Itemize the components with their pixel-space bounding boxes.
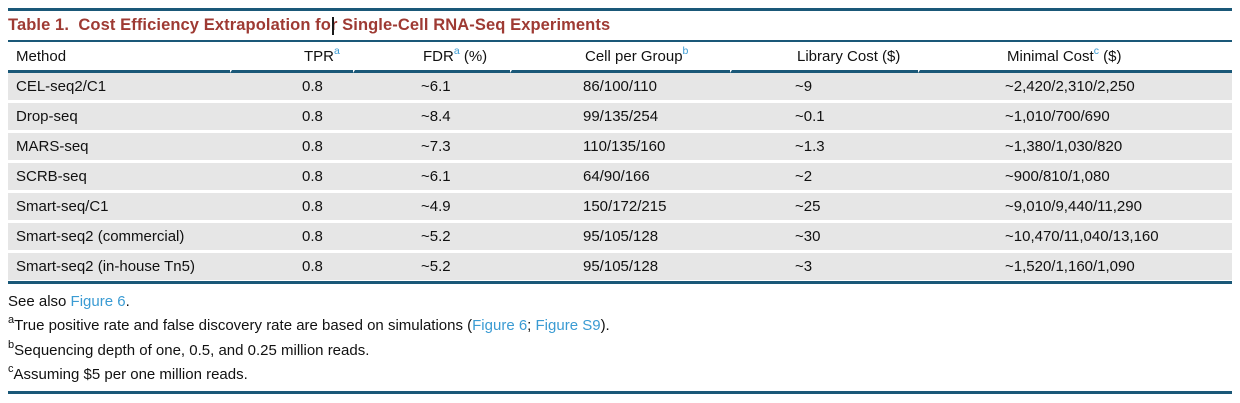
table-row: Smart-seq/C1 0.8 ~4.9 150/172/215 ~25 ~9…: [8, 193, 1232, 223]
table-title: Table 1. Cost Efficiency Extrapolation f…: [8, 16, 611, 34]
footnote-marker-b: b: [682, 44, 689, 57]
footnote-text: See also: [8, 293, 71, 310]
library-cost-cell: ~30: [730, 223, 918, 253]
column-header-label: Method: [16, 47, 67, 65]
minimal-cost-cell: ~900/810/1,080: [918, 163, 1232, 193]
table-row: Smart-seq2 (commercial) 0.8 ~5.2 95/105/…: [8, 223, 1232, 253]
footnote-c: cAssuming $5 per one million reads.: [8, 363, 1232, 387]
method-cell: Drop-seq: [8, 103, 230, 133]
footnote-a: aTrue positive rate and false discovery …: [8, 314, 1232, 338]
tpr-cell: 0.8: [230, 253, 353, 281]
cell-per-group-cell: 110/135/160: [510, 133, 730, 163]
table-title-row: Table 1. Cost Efficiency Extrapolation f…: [8, 11, 1232, 40]
column-header-minimal-cost: Minimal Costc ($): [918, 42, 1232, 73]
minimal-cost-cell: ~10,470/11,040/13,160: [918, 223, 1232, 253]
footnote-text: .: [125, 293, 130, 310]
footnote-marker-a: a: [8, 314, 15, 327]
text-cursor: [332, 17, 334, 35]
library-cost-cell: ~9: [730, 73, 918, 103]
column-header-cell-per-group: Cell per Groupb: [510, 42, 730, 73]
footnote-text: ).: [600, 317, 610, 335]
cost-efficiency-table: Method TPRa FDRa (%) Cell per Groupb Lib…: [8, 42, 1232, 281]
cell-per-group-cell: 95/105/128: [510, 223, 730, 253]
table-bottom-rule: [8, 281, 1232, 284]
cell-per-group-cell: 150/172/215: [510, 193, 730, 223]
cell-per-group-cell: 95/105/128: [510, 253, 730, 281]
table-row: Smart-seq2 (in-house Tn5) 0.8 ~5.2 95/10…: [8, 253, 1232, 281]
fdr-cell: ~8.4: [353, 103, 510, 133]
title-underline-rule: [8, 40, 1232, 42]
table-row: Drop-seq 0.8 ~8.4 99/135/254 ~0.1 ~1,010…: [8, 103, 1232, 133]
figure-s9-link[interactable]: Figure S9: [535, 317, 601, 335]
column-header-label: Minimal Cost: [1007, 47, 1094, 65]
method-cell: CEL-seq2/C1: [8, 73, 230, 103]
method-cell: Smart-seq2 (commercial): [8, 223, 230, 253]
library-cost-cell: ~1.3: [730, 133, 918, 163]
table-row: CEL-seq2/C1 0.8 ~6.1 86/100/110 ~9 ~2,42…: [8, 73, 1232, 103]
fdr-cell: ~5.2: [353, 223, 510, 253]
tpr-cell: 0.8: [230, 223, 353, 253]
cell-per-group-cell: 64/90/166: [510, 163, 730, 193]
column-header-fdr: FDRa (%): [353, 42, 510, 73]
footnote-marker-c: c: [8, 363, 14, 376]
method-cell: SCRB-seq: [8, 163, 230, 193]
method-cell: Smart-seq2 (in-house Tn5): [8, 253, 230, 281]
library-cost-cell: ~25: [730, 193, 918, 223]
minimal-cost-cell: ~1,520/1,160/1,090: [918, 253, 1232, 281]
cell-per-group-cell: 86/100/110: [510, 73, 730, 103]
tpr-cell: 0.8: [230, 133, 353, 163]
header-row: Method TPRa FDRa (%) Cell per Groupb Lib…: [8, 42, 1232, 73]
fdr-cell: ~6.1: [353, 163, 510, 193]
top-rule: [8, 8, 1232, 11]
figure-6-link[interactable]: Figure 6: [472, 317, 528, 335]
library-cost-cell: ~2: [730, 163, 918, 193]
fdr-cell: ~6.1: [353, 73, 510, 103]
minimal-cost-cell: ~1,380/1,030/820: [918, 133, 1232, 163]
footnote-marker-b: b: [8, 338, 15, 351]
footnote-marker-a: a: [453, 44, 460, 57]
column-header-label: FDR: [423, 47, 454, 65]
footnote-text: Assuming $5 per one million reads.: [13, 366, 248, 384]
tpr-cell: 0.8: [230, 163, 353, 193]
method-cell: Smart-seq/C1: [8, 193, 230, 223]
column-header-tpr: TPRa: [230, 42, 353, 73]
column-header-suffix: (%): [459, 47, 488, 65]
table-row: SCRB-seq 0.8 ~6.1 64/90/166 ~2 ~900/810/…: [8, 163, 1232, 193]
column-header-label: Cell per Group: [585, 47, 683, 65]
minimal-cost-cell: ~9,010/9,440/11,290: [918, 193, 1232, 223]
footnote-b: bSequencing depth of one, 0.5, and 0.25 …: [8, 339, 1232, 363]
library-cost-cell: ~0.1: [730, 103, 918, 133]
footnotes: See also Figure 6. aTrue positive rate a…: [8, 284, 1232, 390]
method-cell: MARS-seq: [8, 133, 230, 163]
minimal-cost-cell: ~2,420/2,310/2,250: [918, 73, 1232, 103]
fdr-cell: ~7.3: [353, 133, 510, 163]
footnote-text: True positive rate and false discovery r…: [14, 317, 473, 335]
bottom-rule: [8, 390, 1232, 394]
minimal-cost-cell: ~1,010/700/690: [918, 103, 1232, 133]
footnote-text: Sequencing depth of one, 0.5, and 0.25 m…: [14, 341, 370, 359]
fdr-cell: ~5.2: [353, 253, 510, 281]
column-header-label: TPR: [304, 47, 334, 65]
column-header-library-cost: Library Cost ($): [730, 42, 918, 73]
tpr-cell: 0.8: [230, 193, 353, 223]
column-header-suffix: ($): [1098, 47, 1122, 65]
library-cost-cell: ~3: [730, 253, 918, 281]
cell-per-group-cell: 99/135/254: [510, 103, 730, 133]
tpr-cell: 0.8: [230, 73, 353, 103]
figure-6-link[interactable]: Figure 6: [70, 293, 126, 310]
footnote-marker-a: a: [334, 44, 340, 57]
tpr-cell: 0.8: [230, 103, 353, 133]
table-row: MARS-seq 0.8 ~7.3 110/135/160 ~1.3 ~1,38…: [8, 133, 1232, 163]
footnote-text: ;: [527, 317, 536, 335]
fdr-cell: ~4.9: [353, 193, 510, 223]
footnote-see-also: See also Figure 6.: [8, 290, 1232, 314]
column-header-label: Library Cost ($): [797, 47, 901, 65]
footnote-marker-c: c: [1093, 44, 1099, 57]
column-header-method: Method: [8, 42, 230, 73]
